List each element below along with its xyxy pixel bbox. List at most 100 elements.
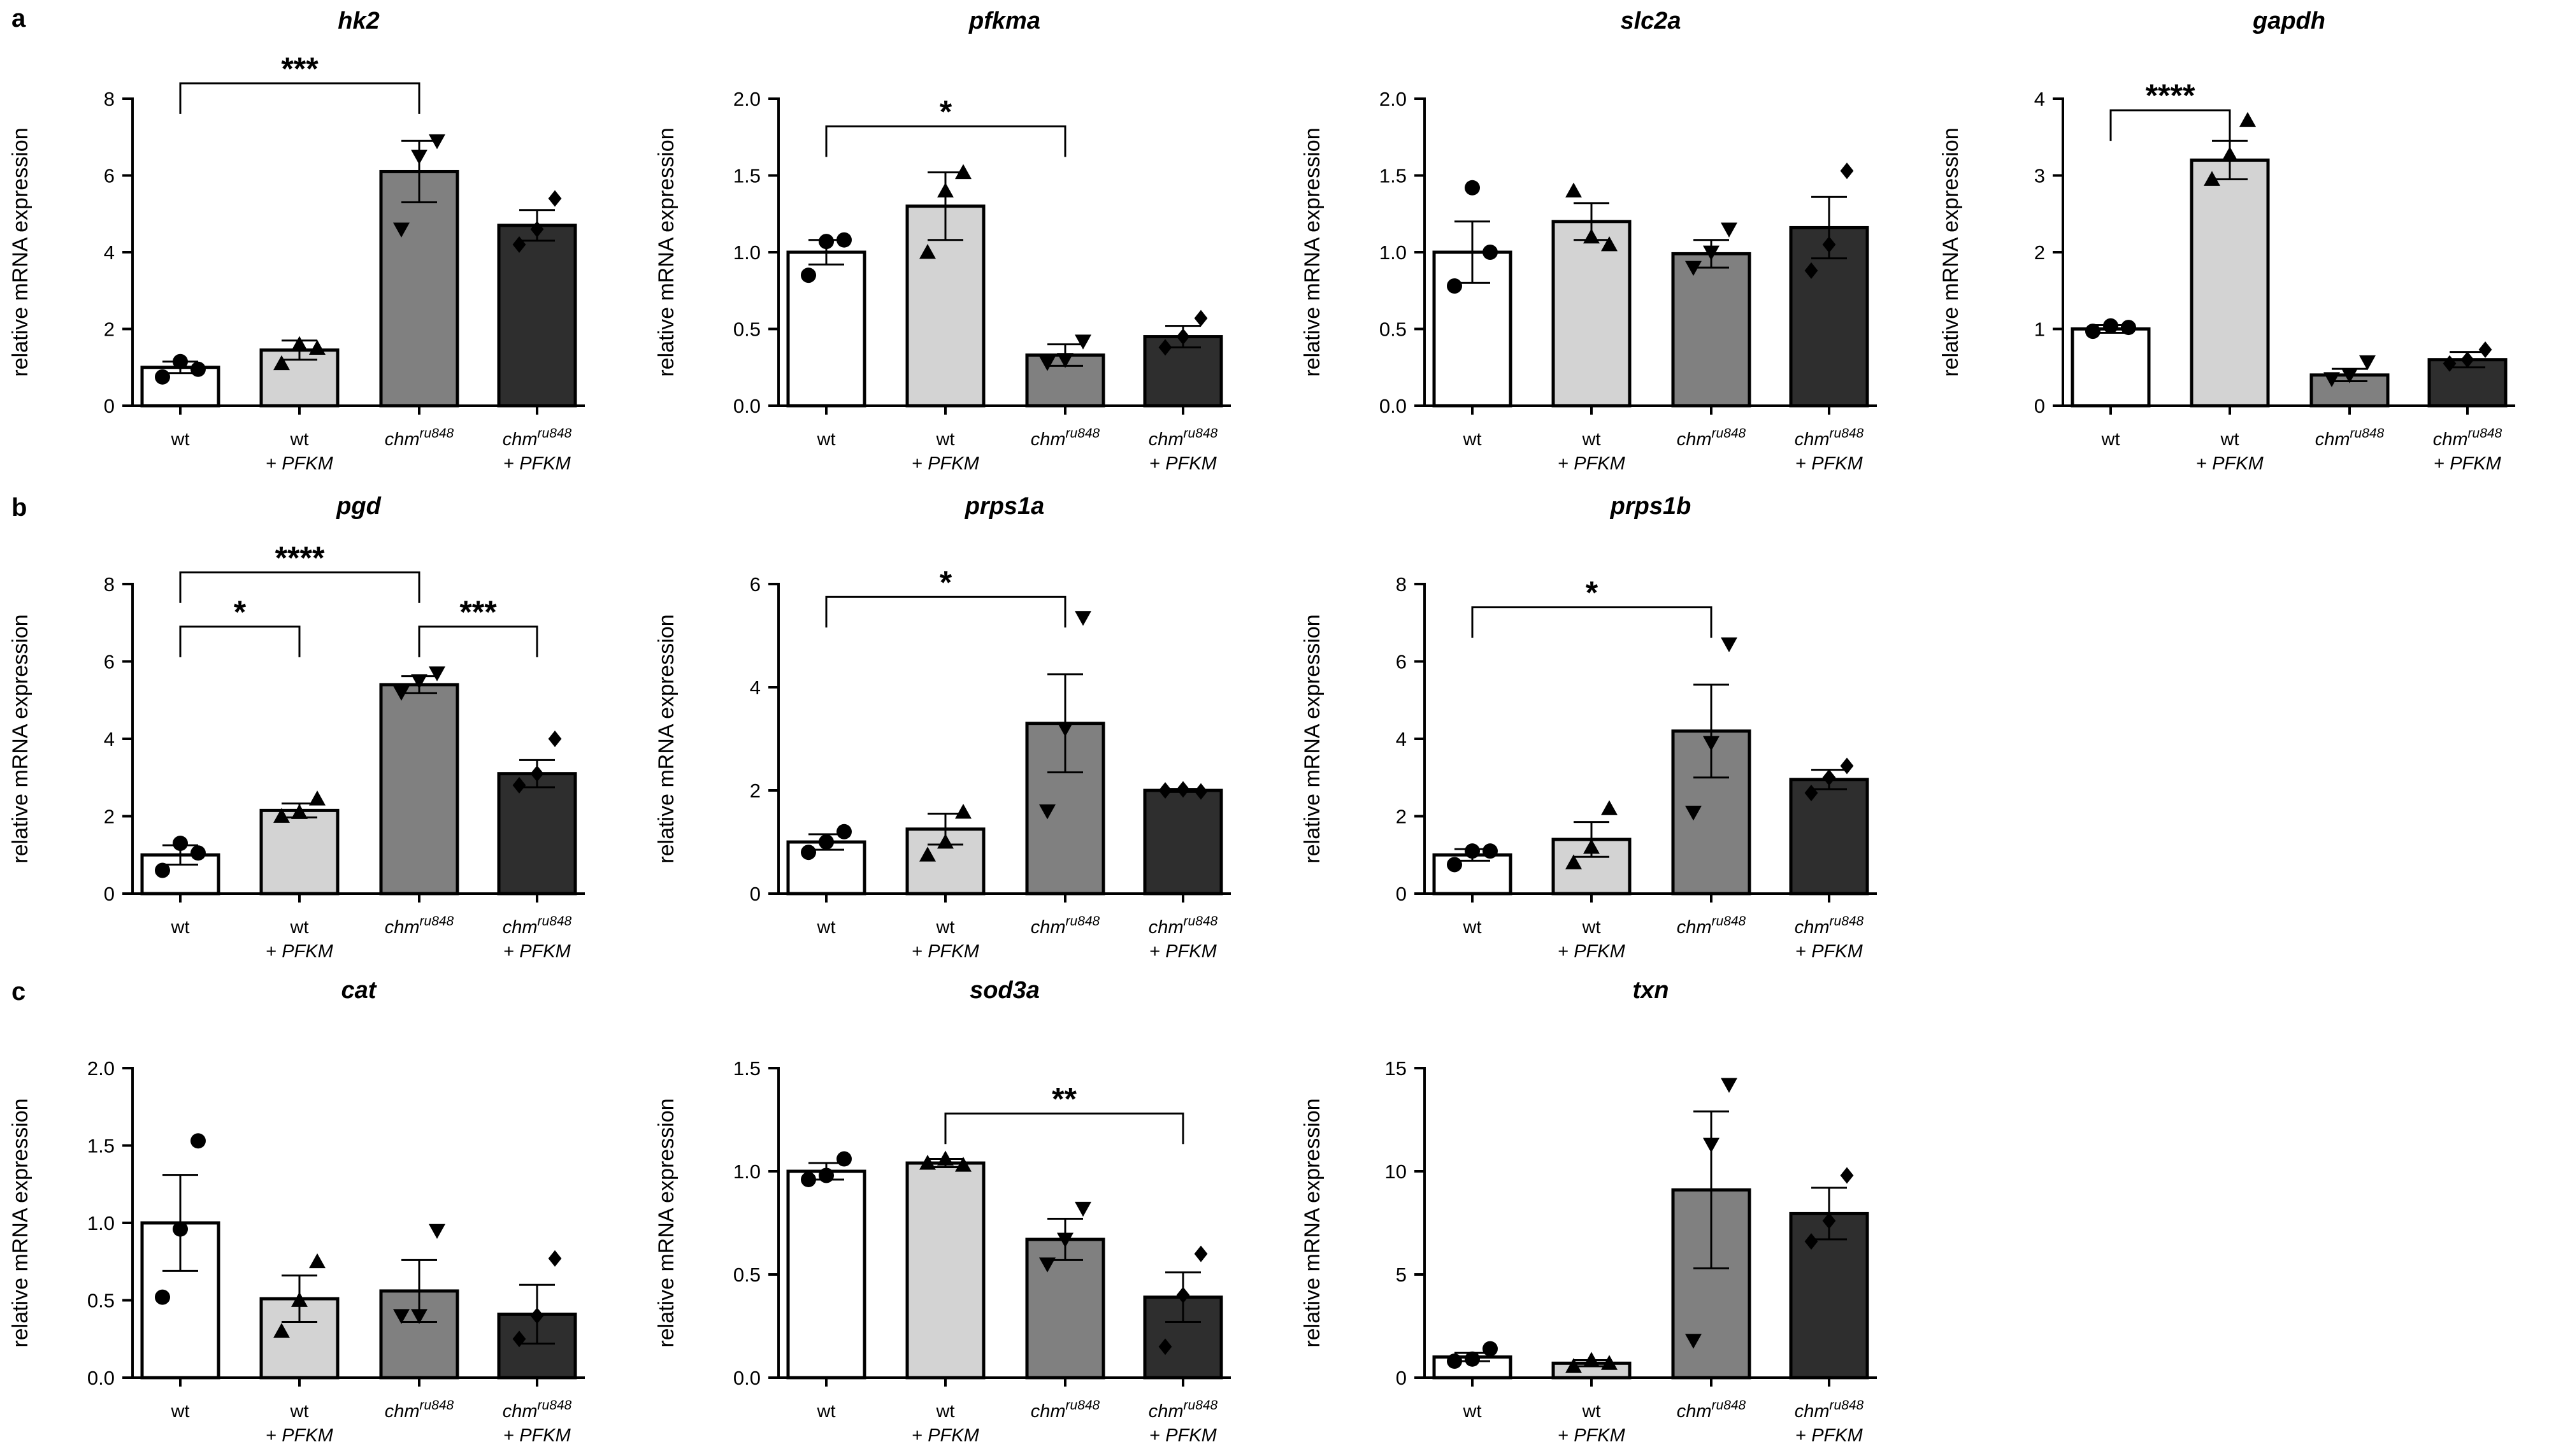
x-tick-label-line2: + PFKM: [2196, 453, 2264, 474]
data-point: [291, 1292, 308, 1307]
data-point: [1057, 353, 1073, 368]
data-point: [1822, 769, 1836, 786]
chart-prps1a: prps1a relative mRNA expression 0 2 4 6 wt wt + …: [654, 493, 1231, 962]
x-tick-label: chmru848: [1795, 1398, 1864, 1422]
x-tick-label-main: chm: [385, 1401, 420, 1422]
y-tick-label: 1.5: [87, 1135, 115, 1157]
data-point: [1075, 611, 1091, 626]
x-tick-label-plus: +: [1558, 941, 1574, 962]
y-tick-label: 0.5: [1379, 318, 1407, 341]
data-point: [1804, 262, 1818, 279]
y-tick-label: 6: [104, 165, 115, 187]
y-tick-label: 1.5: [733, 1057, 761, 1080]
x-tick-label-line2: + PFKM: [1558, 453, 1625, 474]
y-tick-label: 8: [1396, 573, 1407, 596]
y-axis-label: relative mRNA expression: [1300, 1098, 1325, 1347]
x-tick-label: wt: [936, 429, 955, 450]
data-point: [1601, 1355, 1618, 1370]
chart-sod3a: sod3a relative mRNA expression 0.0 0.5 1.0 1.…: [654, 977, 1231, 1446]
chart-title: pfkma: [968, 8, 1040, 34]
x-tick-label-main: chm: [1149, 429, 1184, 450]
y-tick-label: 10: [1385, 1160, 1407, 1183]
x-tick-label-line2: + PFKM: [1149, 941, 1217, 962]
significance-bracket: [179, 625, 301, 657]
y-tick-label: 0.5: [733, 1264, 761, 1286]
x-tick-label-treatment: PFKM: [519, 941, 571, 962]
data-point: [1483, 245, 1498, 260]
y-tick-label: 1.5: [733, 165, 761, 187]
data-point: [919, 1155, 936, 1170]
significance-bracket: [1471, 606, 1712, 638]
y-tick-label: 2: [104, 318, 115, 341]
x-tick-label-line2: + PFKM: [912, 453, 979, 474]
charts-container: hk2 relative mRNA expression 0 2 4 6 8 wt wt + PF…: [8, 8, 2515, 1446]
y-tick-label: 6: [1396, 651, 1407, 673]
data-point: [190, 845, 206, 861]
data-point: [2478, 341, 2492, 359]
x-tick-label-main: chm: [503, 429, 538, 450]
bar-2: [1671, 252, 1751, 408]
data-point: [429, 666, 445, 682]
x-tick-label: chmru848: [1149, 426, 1218, 450]
bar-3: [1789, 1211, 1869, 1380]
chart-pgd: pgd relative mRNA expression 0 2 4 6 8 wt wt + PF…: [8, 493, 585, 962]
x-tick-label-treatment: PFKM: [519, 453, 571, 474]
x-tick-label-treatment: PFKM: [928, 941, 979, 962]
significance-bracket: [825, 125, 1066, 157]
x-tick-label-treatment: PFKM: [519, 1425, 571, 1446]
data-point: [2341, 368, 2358, 383]
y-tick-label: 4: [750, 676, 761, 699]
y-tick-label: 2: [2034, 241, 2045, 264]
y-tick-label: 0: [2034, 395, 2045, 417]
x-tick-label-treatment: PFKM: [928, 1425, 979, 1446]
data-point: [955, 804, 972, 819]
data-point: [2443, 355, 2457, 372]
chart-pfkma: pfkma relative mRNA expression 0.0 0.5 1.0 1.…: [654, 8, 1231, 474]
data-point: [1685, 1334, 1702, 1349]
bar-2: [379, 169, 459, 408]
y-tick-label: 0: [104, 883, 115, 905]
x-tick-label: chmru848: [1031, 426, 1100, 450]
x-tick-label-treatment: PFKM: [1811, 1425, 1863, 1446]
x-tick-label-main: chm: [385, 429, 420, 450]
data-point: [1822, 236, 1836, 253]
x-tick-label-main: chm: [1677, 429, 1712, 450]
data-point: [411, 149, 427, 165]
x-tick-label-plus: +: [503, 941, 519, 962]
data-point: [2460, 351, 2474, 368]
x-tick-label-superscript: ru848: [1712, 426, 1746, 441]
data-point: [155, 369, 170, 385]
x-tick-label-line2: + PFKM: [912, 941, 979, 962]
data-point: [530, 220, 544, 238]
panel-letter-b: b: [11, 494, 27, 522]
data-point: [1465, 180, 1480, 196]
data-point: [1840, 1167, 1854, 1184]
significance-label: *: [940, 564, 952, 600]
y-tick-label: 4: [1396, 728, 1407, 750]
x-tick-label-main: chm: [503, 917, 538, 938]
x-tick-label: chmru848: [1149, 1398, 1218, 1422]
y-tick-label: 0: [1396, 883, 1407, 905]
x-tick-label-superscript: ru848: [1184, 914, 1218, 929]
data-point: [530, 765, 544, 782]
significance-label: *: [940, 94, 952, 129]
data-point: [1685, 806, 1702, 821]
data-point: [393, 222, 410, 238]
bar-1: [1551, 220, 1632, 408]
x-tick-label-treatment: PFKM: [1811, 941, 1863, 962]
x-tick-label: chmru848: [1677, 1398, 1746, 1422]
x-tick-label-superscript: ru848: [1830, 914, 1864, 929]
x-tick-label: chmru848: [385, 1398, 454, 1422]
y-tick-label: 0.5: [87, 1290, 115, 1312]
y-tick-label: 0.5: [733, 318, 761, 341]
data-point: [2323, 372, 2340, 387]
x-tick-label-superscript: ru848: [420, 914, 454, 929]
chart-title: pgd: [336, 493, 381, 520]
data-point: [530, 1307, 544, 1324]
bar-0: [2071, 327, 2151, 408]
x-tick-label-treatment: PFKM: [1811, 453, 1863, 474]
data-point: [2222, 146, 2238, 162]
data-point: [1194, 310, 1208, 327]
data-point: [2103, 318, 2118, 334]
